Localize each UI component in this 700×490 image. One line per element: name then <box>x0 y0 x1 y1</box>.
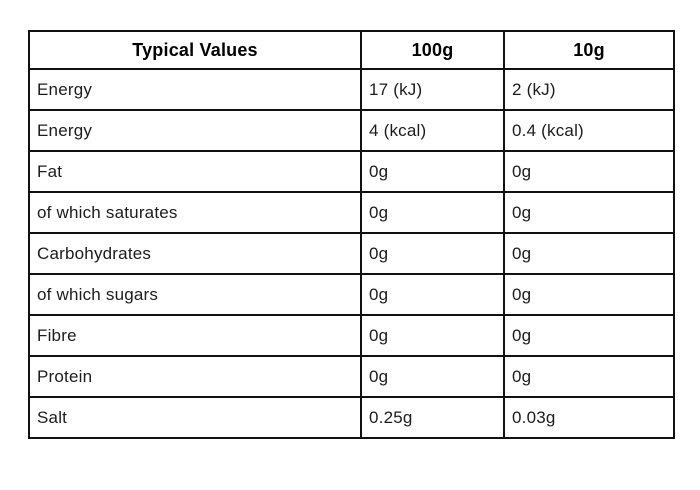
nutrition-table-header: Typical Values 100g 10g <box>28 30 675 70</box>
header-typical-values: Typical Values <box>28 30 362 70</box>
value-100g-cell: 0.25g <box>360 396 505 439</box>
table-row-fibre: Fibre 0g 0g <box>28 314 675 357</box>
table-row-carbohydrates: Carbohydrates 0g 0g <box>28 232 675 275</box>
value-100g-cell: 0g <box>360 150 505 193</box>
value-10g-cell: 0g <box>503 191 675 234</box>
row-label-cell: Protein <box>28 355 362 398</box>
value-10g-cell: 0.4 (kcal) <box>503 109 675 152</box>
header-10g: 10g <box>503 30 675 70</box>
table-row-energy-kj: Energy 17 (kJ) 2 (kJ) <box>28 68 675 111</box>
row-label-cell: Fat <box>28 150 362 193</box>
table-row-energy-kcal: Energy 4 (kcal) 0.4 (kcal) <box>28 109 675 152</box>
row-label-cell: of which saturates <box>28 191 362 234</box>
value-10g-cell: 0g <box>503 355 675 398</box>
value-100g-cell: 0g <box>360 232 505 275</box>
table-row-saturates: of which saturates 0g 0g <box>28 191 675 234</box>
value-100g-cell: 0g <box>360 355 505 398</box>
row-label-cell: Fibre <box>28 314 362 357</box>
value-10g-cell: 0g <box>503 232 675 275</box>
value-10g-cell: 0g <box>503 273 675 316</box>
value-10g-cell: 0.03g <box>503 396 675 439</box>
header-row: Typical Values 100g 10g <box>28 30 675 70</box>
value-10g-cell: 0g <box>503 150 675 193</box>
row-label-cell: Energy <box>28 68 362 111</box>
row-label-cell: Carbohydrates <box>28 232 362 275</box>
table-row-salt: Salt 0.25g 0.03g <box>28 396 675 439</box>
value-100g-cell: 0g <box>360 314 505 357</box>
nutrition-table: Typical Values 100g 10g Energy 17 (kJ) 2… <box>28 30 675 439</box>
row-label-cell: Energy <box>28 109 362 152</box>
value-10g-cell: 0g <box>503 314 675 357</box>
nutrition-table-body: Energy 17 (kJ) 2 (kJ) Energy 4 (kcal) 0.… <box>28 68 675 439</box>
table-row-fat: Fat 0g 0g <box>28 150 675 193</box>
header-100g: 100g <box>360 30 505 70</box>
value-10g-cell: 2 (kJ) <box>503 68 675 111</box>
row-label-cell: Salt <box>28 396 362 439</box>
value-100g-cell: 0g <box>360 191 505 234</box>
value-100g-cell: 17 (kJ) <box>360 68 505 111</box>
table-row-sugars: of which sugars 0g 0g <box>28 273 675 316</box>
value-100g-cell: 0g <box>360 273 505 316</box>
table-row-protein: Protein 0g 0g <box>28 355 675 398</box>
row-label-cell: of which sugars <box>28 273 362 316</box>
value-100g-cell: 4 (kcal) <box>360 109 505 152</box>
